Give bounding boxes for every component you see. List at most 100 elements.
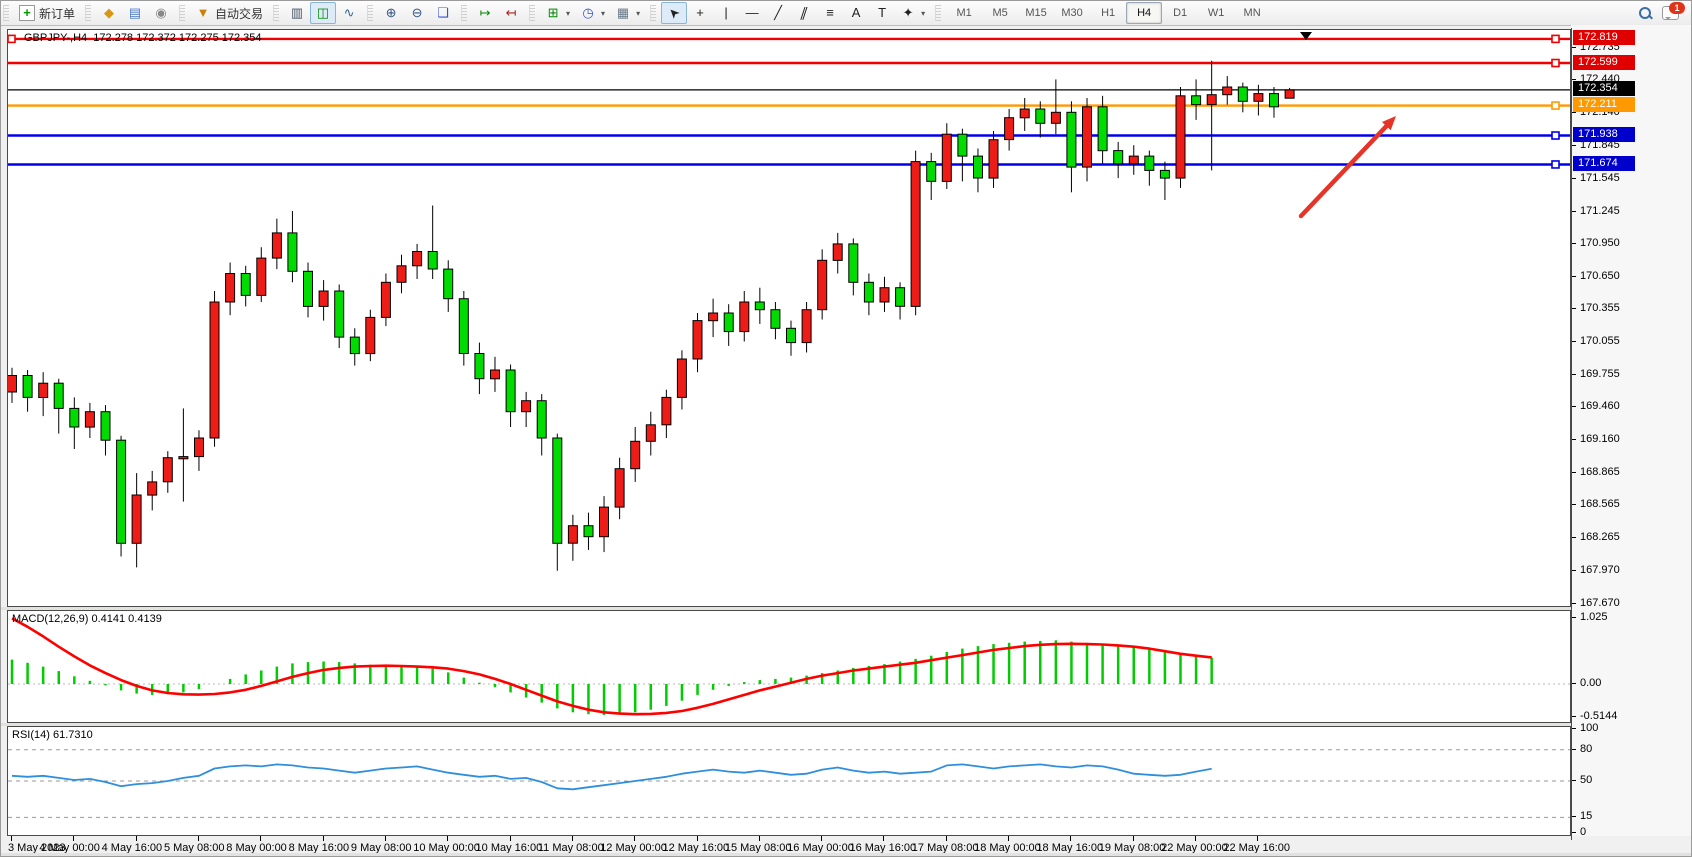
- time-tick: [571, 836, 573, 841]
- timeframe-toolbar: M1 M5 M15 M30 H1 H4 D1 W1 MN: [943, 1, 1273, 25]
- auto-scroll-button[interactable]: ↦: [472, 2, 498, 24]
- arrows-button[interactable]: ✦ ▾: [895, 2, 930, 24]
- rsi-canvas[interactable]: [8, 727, 1570, 835]
- signals-icon: ◉: [155, 5, 167, 20]
- price-tick: [1571, 439, 1576, 441]
- time-tick-label: 22 May 00:00: [1161, 842, 1228, 854]
- price-tag-171-938: 171.938: [1573, 127, 1635, 142]
- time-tick: [260, 836, 262, 841]
- equidistant-channel-button[interactable]: ∥: [791, 2, 817, 24]
- toolbar-grip[interactable]: [367, 5, 374, 21]
- zoom-in-icon: ⊕: [385, 5, 397, 20]
- timeframe-mn[interactable]: MN: [1243, 7, 1261, 19]
- autotrading-button[interactable]: ▼ 自动交易: [190, 2, 268, 24]
- rsi-indicator-pane[interactable]: RSI(14) 61.7310: [7, 726, 1571, 836]
- indicators-button[interactable]: ⊞ ▾: [540, 2, 575, 24]
- macd-tick-label: -0.5144: [1580, 710, 1618, 723]
- price-tick-label: 167.670: [1580, 596, 1620, 609]
- macd-indicator-pane[interactable]: MACD(12,26,9) 0.4141 0.4139: [7, 610, 1571, 723]
- toolbar-grip[interactable]: [85, 5, 92, 21]
- time-tick-label: 8 May 00:00: [226, 842, 287, 854]
- line-chart-icon: ∿: [343, 5, 355, 20]
- time-tick: [447, 836, 449, 841]
- toolbar-grip[interactable]: [529, 5, 536, 21]
- candlestick-chart-button[interactable]: ◫: [310, 2, 337, 24]
- chevron-down-icon[interactable]: ▾: [566, 8, 571, 18]
- toolbar-group-7: ➤ + | — ╱ ∥ ≡ A T ✦ ▾: [658, 1, 933, 25]
- toolbar-grip[interactable]: [461, 5, 468, 21]
- notifications-icon[interactable]: 1: [1662, 2, 1685, 20]
- new-order-button[interactable]: + 新订单: [14, 2, 80, 24]
- signals-button[interactable]: ◉: [148, 2, 174, 24]
- toolbar-grip[interactable]: [935, 5, 942, 21]
- templates-button[interactable]: ▦ ▾: [610, 2, 645, 24]
- search-handle: [1648, 14, 1653, 19]
- timeframe-h4[interactable]: H4: [1126, 2, 1163, 24]
- price-tick: [1571, 144, 1576, 146]
- main-toolbar: + 新订单 ◆ ▤ ◉ ▼ 自动交易 ▥ ◫ ∿ ⊕ ⊖ ❏ ↦ ↤ ⊞ ▾ ◷ ▾ ▦ ▾ ➤ + | — ╱ ∥ ≡ A T ✦ ▾ M1 M…: [1, 1, 1691, 26]
- autotrading-label: 自动交易: [215, 6, 264, 21]
- toolbar-group-1: ◆ ▤ ◉: [93, 1, 177, 25]
- periods-icon: ◷: [582, 5, 594, 20]
- bars-chart-button[interactable]: ▥: [284, 2, 310, 24]
- timeframe-w1[interactable]: W1: [1207, 7, 1225, 19]
- time-tick: [758, 836, 760, 841]
- time-tick: [509, 836, 511, 841]
- price-tick-label: 168.865: [1580, 465, 1620, 478]
- periods-button[interactable]: ◷ ▾: [575, 2, 610, 24]
- timeframe-m30[interactable]: M30: [1061, 7, 1083, 19]
- zoom-in-button[interactable]: ⊕: [378, 2, 404, 24]
- time-tick-label: 18 May 00:00: [974, 842, 1041, 854]
- search-lens: [1639, 6, 1651, 19]
- toolbar-grip[interactable]: [650, 5, 657, 21]
- toolbar-grip[interactable]: [179, 5, 186, 21]
- horizontal-line-icon: —: [745, 5, 759, 20]
- toolbar-grip[interactable]: [3, 5, 9, 21]
- timeframe-h1[interactable]: H1: [1101, 7, 1116, 19]
- price-tick-label: 169.755: [1580, 367, 1620, 380]
- tile-windows-button[interactable]: ❏: [430, 2, 456, 24]
- zoom-out-button[interactable]: ⊖: [404, 2, 430, 24]
- autotrading-icon: ▼: [196, 5, 210, 20]
- price-tick: [1571, 210, 1576, 212]
- time-tick-label: 12 May 16:00: [662, 842, 730, 854]
- trendline-button[interactable]: ╱: [765, 2, 791, 24]
- time-axis[interactable]: 3 May 2023 4 May 00:00 4 May 16:00 5 May 08…: [7, 836, 1571, 856]
- new-order-icon: +: [19, 5, 35, 21]
- macd-label: MACD(12,26,9) 0.4141 0.4139: [12, 613, 162, 625]
- pane-splitter-rsi[interactable]: [1, 723, 1691, 726]
- chart-shift-button[interactable]: ↤: [498, 2, 524, 24]
- price-tick-label: 169.160: [1580, 433, 1620, 446]
- timeframe-m5[interactable]: M5: [992, 7, 1008, 19]
- pane-splitter-macd[interactable]: [1, 607, 1691, 610]
- chevron-down-icon[interactable]: ▾: [636, 8, 641, 18]
- text-button[interactable]: A: [843, 2, 869, 24]
- timeframe-m1[interactable]: M1: [956, 7, 972, 19]
- vertical-line-button[interactable]: |: [713, 2, 739, 24]
- chevron-down-icon[interactable]: ▾: [921, 8, 926, 18]
- new-order-label: 新订单: [39, 6, 76, 21]
- cursor-button[interactable]: ➤: [661, 2, 688, 24]
- rsi-tick: [1571, 816, 1576, 818]
- time-tick-label: 22 May 16:00: [1223, 842, 1291, 854]
- timeframe-d1[interactable]: D1: [1173, 7, 1188, 19]
- horizontal-line-button[interactable]: —: [739, 2, 765, 24]
- chart-window-button[interactable]: ◆: [96, 2, 122, 24]
- chevron-down-icon[interactable]: ▾: [601, 8, 606, 18]
- price-tick: [1571, 471, 1576, 473]
- text-label-button[interactable]: T: [869, 2, 895, 24]
- time-tick: [883, 836, 885, 841]
- time-tick-label: 10 May 00:00: [413, 842, 480, 854]
- price-axis[interactable]: 172.735 172.440 172.140 171.845 171.545 171.2…: [1571, 25, 1691, 840]
- crosshair-button[interactable]: +: [687, 2, 713, 24]
- timeframe-m15[interactable]: M15: [1025, 7, 1047, 19]
- macd-canvas[interactable]: [8, 611, 1570, 722]
- search-icon[interactable]: [1639, 6, 1653, 20]
- price-chart-pane[interactable]: GBPJPY-,H4 172.278 172.372 172.275 172.3…: [7, 29, 1571, 607]
- profiles-button[interactable]: ▤: [122, 2, 148, 24]
- vertical-line-icon: |: [724, 5, 728, 20]
- candlestick-chart-canvas[interactable]: [8, 30, 1570, 606]
- fibonacci-button[interactable]: ≡: [817, 2, 843, 24]
- line-chart-button[interactable]: ∿: [336, 2, 362, 24]
- toolbar-grip[interactable]: [273, 5, 280, 21]
